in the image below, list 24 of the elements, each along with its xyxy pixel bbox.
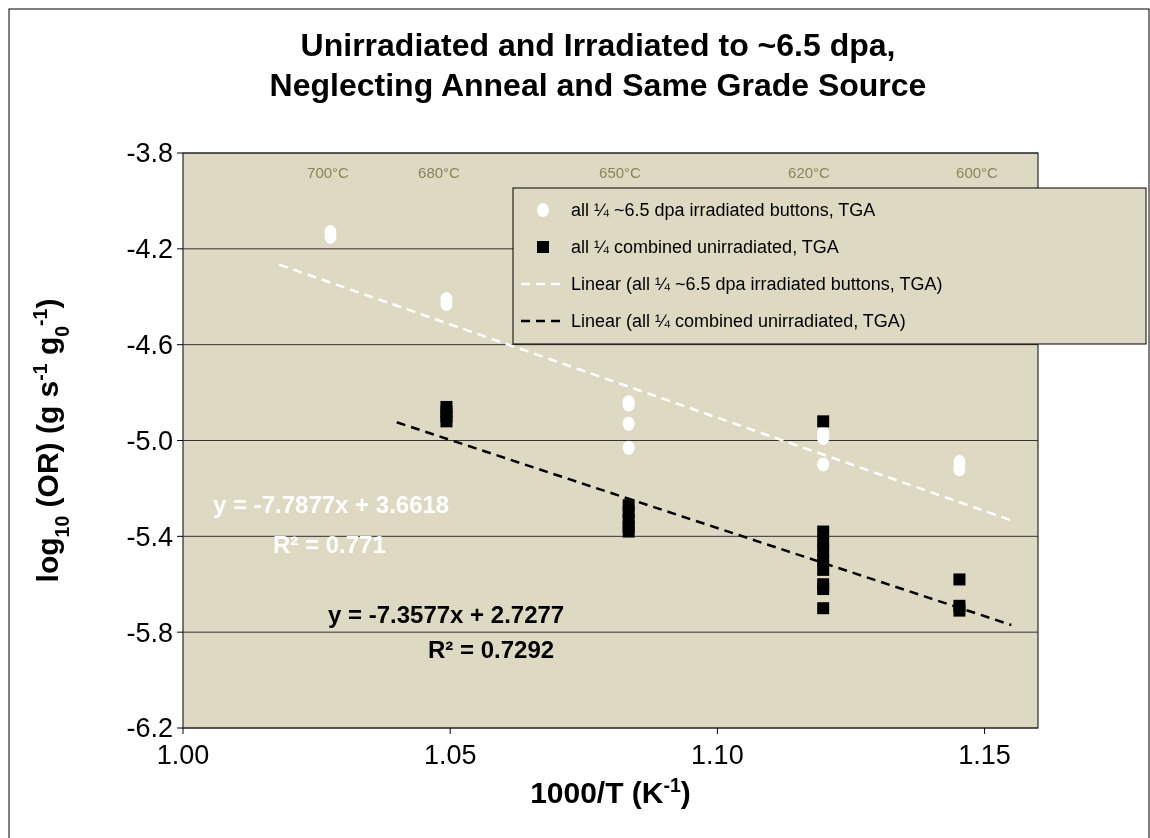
legend-label: Linear (all ¼ combined unirradiated, TGA) [571, 311, 906, 332]
legend-label: Linear (all ¼ ~6.5 dpa irradiated buttons, TGA) [571, 274, 943, 295]
x-tick-label: 1.15 [958, 740, 1011, 770]
y-tick-label: -5.0 [126, 425, 173, 456]
annotation: 600°C [956, 164, 999, 181]
y-tick-label: -3.8 [126, 138, 173, 169]
y-tick-label: -5.4 [126, 521, 173, 552]
legend-label: all ¼ combined unirradiated, TGA [571, 237, 839, 258]
y-tick-label: -4.2 [126, 234, 173, 265]
x-axis-title: 1000/T (K$^{-1}$) [530, 774, 691, 809]
annotation: 650°C [599, 164, 642, 181]
y-tick-label: -4.6 [126, 330, 173, 361]
annotation: 620°C [788, 164, 831, 181]
legend-label: all ¼ ~6.5 dpa irradiated buttons, TGA [571, 200, 876, 221]
y-tick-label: -5.8 [126, 617, 173, 648]
x-tick-label: 1.10 [691, 740, 744, 770]
annotation: R² = 0.7292 [428, 636, 555, 663]
annotation: 680°C [418, 164, 461, 181]
chart-title: Unirradiated and Irradiated to ~6.5 dpa, Neglecting Anneal and Same Grade Source [269, 27, 927, 103]
annotation: y = -7.7877x + 3.6618 [213, 491, 450, 518]
annotation: 700°C [307, 164, 350, 181]
annotation: R² = 0.771 [273, 531, 386, 558]
x-tick-label: 1.05 [423, 740, 477, 770]
annotation: y = -7.3577x + 2.7277 [328, 601, 565, 628]
